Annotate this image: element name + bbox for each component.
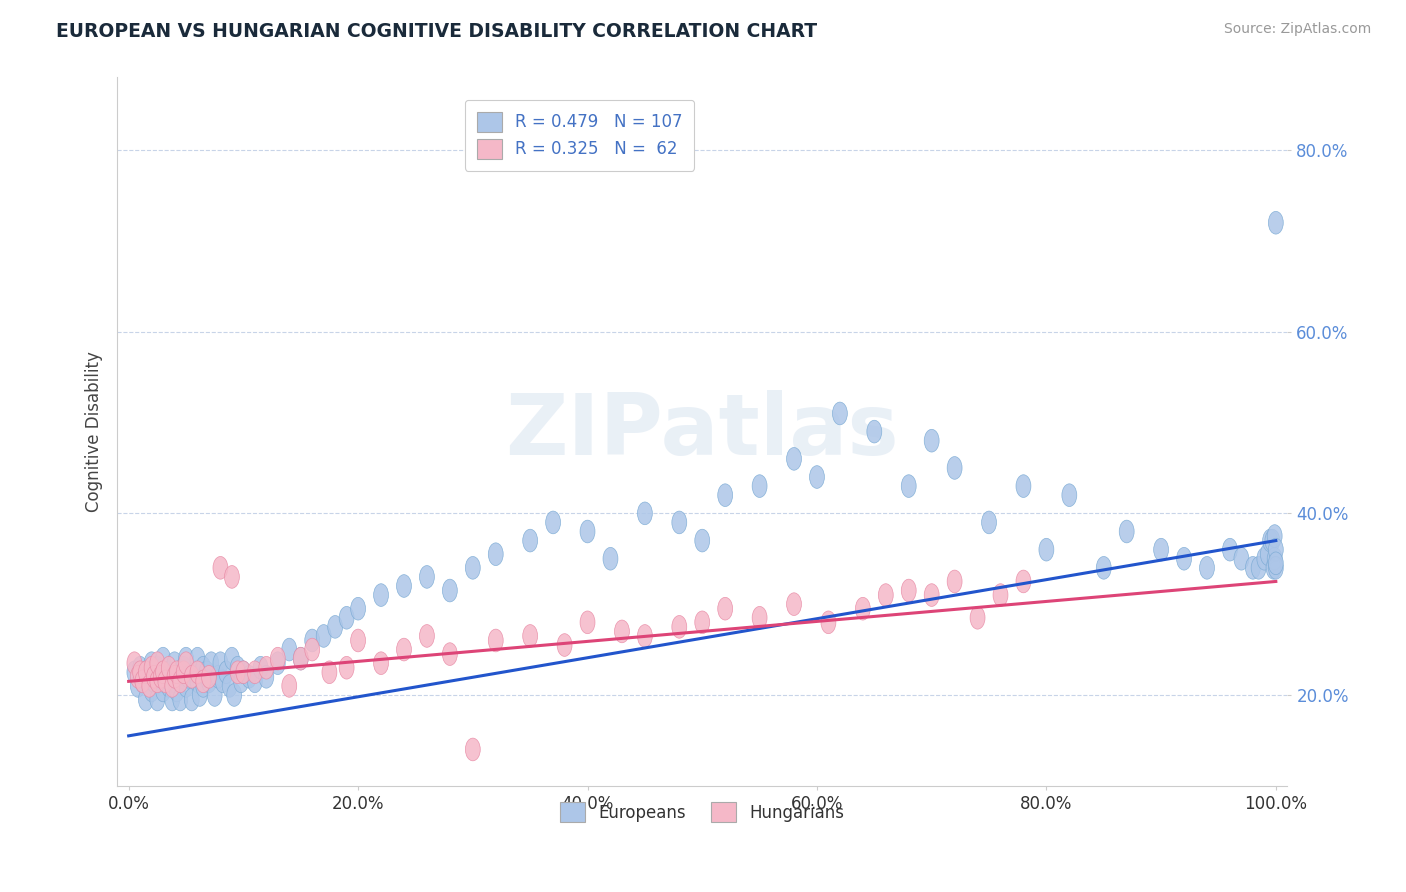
Text: Source: ZipAtlas.com: Source: ZipAtlas.com — [1223, 22, 1371, 37]
Legend: Europeans, Hungarians: Europeans, Hungarians — [548, 790, 856, 834]
Text: EUROPEAN VS HUNGARIAN COGNITIVE DISABILITY CORRELATION CHART: EUROPEAN VS HUNGARIAN COGNITIVE DISABILI… — [56, 22, 817, 41]
Text: ZIPatlas: ZIPatlas — [505, 390, 898, 473]
Y-axis label: Cognitive Disability: Cognitive Disability — [86, 351, 103, 512]
